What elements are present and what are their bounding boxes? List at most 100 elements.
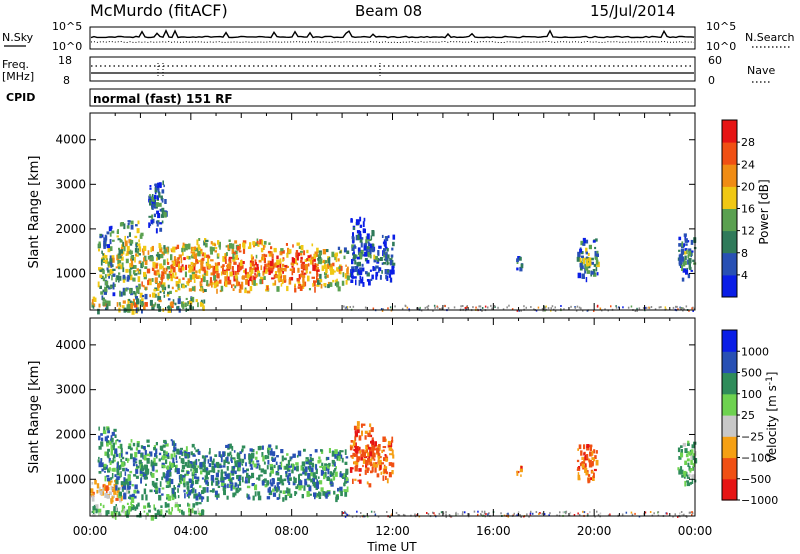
echo-cell xyxy=(585,265,589,271)
x-tick-label: 00:00 xyxy=(678,524,713,538)
echo-cell xyxy=(95,504,99,509)
echo-cell xyxy=(203,273,206,276)
nsearch-tick-top: 10^5 xyxy=(706,20,736,33)
echo-cell xyxy=(145,514,147,520)
echo-cell xyxy=(155,462,158,467)
echo-cell xyxy=(126,246,130,252)
echo-cell xyxy=(102,484,105,488)
echo-cell xyxy=(134,247,138,253)
echo-cell xyxy=(158,494,162,501)
echo-cell xyxy=(264,269,268,274)
echo-cell xyxy=(688,248,692,253)
echo-cell xyxy=(186,471,190,474)
echo-cell xyxy=(308,468,311,472)
echo-cell xyxy=(156,269,160,273)
echo-cell xyxy=(155,448,158,455)
echo-cell xyxy=(122,508,126,514)
ground-scatter-cell xyxy=(688,511,691,514)
echo-cell xyxy=(284,457,287,461)
echo-cell xyxy=(351,445,354,449)
echo-cell xyxy=(687,259,690,265)
echo-cell xyxy=(149,199,151,206)
echo-cell xyxy=(300,256,303,260)
echo-cell xyxy=(377,250,380,256)
echo-cell xyxy=(360,423,363,426)
ground-scatter-cell xyxy=(346,308,349,311)
echo-cell xyxy=(286,252,289,258)
echo-cell xyxy=(588,460,592,463)
echo-cell xyxy=(692,259,695,262)
echo-cell xyxy=(203,252,206,258)
echo-cell xyxy=(320,449,323,452)
echo-cell xyxy=(305,457,309,460)
echo-cell xyxy=(260,468,265,473)
echo-cell xyxy=(174,272,177,276)
noise-panel-frame xyxy=(89,26,696,50)
echo-cell xyxy=(259,239,263,245)
echo-cell xyxy=(383,466,388,469)
echo-cell xyxy=(98,426,100,431)
echo-cell xyxy=(185,264,187,271)
echo-cell xyxy=(90,488,93,491)
echo-cell xyxy=(180,450,183,455)
echo-cell xyxy=(184,453,188,457)
echo-cell xyxy=(328,260,331,266)
echo-cell xyxy=(353,227,355,230)
echo-cell xyxy=(308,258,311,262)
echo-cell xyxy=(127,274,131,280)
echo-cell xyxy=(238,480,242,486)
echo-cell xyxy=(165,443,169,447)
echo-cell xyxy=(316,266,319,270)
echo-cell xyxy=(149,255,154,258)
ground-scatter-cell xyxy=(586,309,589,312)
echo-cell xyxy=(142,446,146,450)
echo-cell xyxy=(136,443,140,448)
echo-cell xyxy=(187,502,189,507)
echo-cell xyxy=(163,271,167,275)
echo-cell xyxy=(242,264,244,269)
echo-cell xyxy=(299,485,303,489)
echo-cell xyxy=(690,269,693,272)
ground-scatter-cell xyxy=(578,306,581,309)
echo-cell xyxy=(168,271,171,274)
echo-cell xyxy=(519,266,523,272)
echo-cell xyxy=(158,306,162,312)
echo-cell xyxy=(287,493,291,496)
echo-cell xyxy=(292,463,294,470)
echo-cell xyxy=(192,273,196,280)
echo-cell xyxy=(153,213,156,218)
echo-cell xyxy=(143,271,147,277)
echo-cell xyxy=(225,245,228,248)
echo-cell xyxy=(186,465,190,468)
echo-cell xyxy=(251,452,255,459)
echo-cell xyxy=(204,479,206,483)
echo-cell xyxy=(259,279,263,285)
echo-cell xyxy=(389,258,393,262)
echo-cell xyxy=(344,491,348,497)
echo-cell xyxy=(302,467,305,472)
ground-scatter-cell xyxy=(395,511,398,514)
echo-cell xyxy=(155,262,159,266)
echo-cell xyxy=(128,490,131,494)
echo-cell xyxy=(362,221,365,227)
echo-cell xyxy=(303,448,306,452)
echo-cell xyxy=(371,231,375,237)
echo-cell xyxy=(181,251,184,256)
echo-cell xyxy=(121,262,124,268)
echo-cell xyxy=(302,468,306,473)
echo-cell xyxy=(153,457,156,463)
echo-cell xyxy=(107,300,111,307)
echo-cell xyxy=(228,239,231,242)
echo-cell xyxy=(210,475,215,481)
echo-cell xyxy=(136,288,139,294)
echo-cell xyxy=(99,490,103,495)
echo-cell xyxy=(326,274,329,278)
echo-cell xyxy=(388,273,392,278)
echo-cell xyxy=(118,476,121,479)
echo-cell xyxy=(249,262,252,267)
echo-cell xyxy=(391,440,394,443)
echo-cell xyxy=(318,255,321,259)
echo-cell xyxy=(353,251,355,256)
echo-cell xyxy=(264,263,267,268)
echo-cell xyxy=(190,251,193,254)
